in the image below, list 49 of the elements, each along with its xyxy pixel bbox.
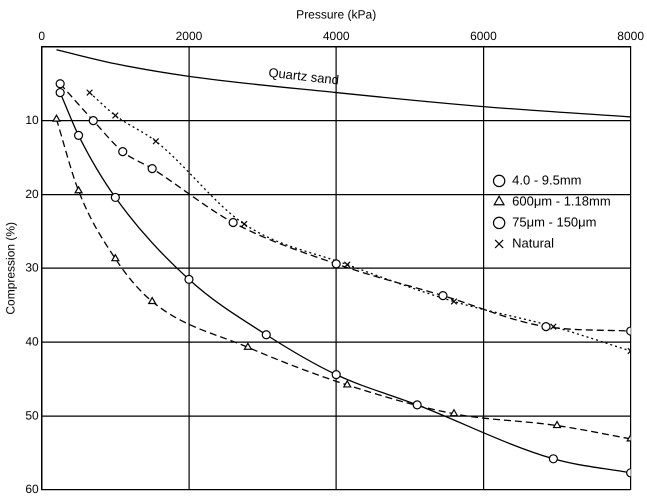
point — [550, 323, 557, 330]
x-tick-label: 4000 — [322, 28, 350, 43]
point — [228, 218, 238, 228]
legend-label: Natural — [512, 235, 554, 250]
point — [74, 186, 83, 194]
y-tick-label: 30 — [25, 260, 40, 275]
y-tick-label: 50 — [25, 408, 40, 422]
x-axis-title: Pressure (kPa) — [296, 8, 376, 22]
point — [86, 89, 94, 96]
y-tick-label: 40 — [25, 334, 40, 348]
point — [240, 220, 248, 228]
point — [332, 259, 341, 268]
point — [244, 342, 252, 350]
y-tick-label: 20 — [25, 186, 40, 201]
x-tick-label: 2000 — [176, 28, 203, 43]
point — [450, 409, 458, 416]
x-tick-label: 8000 — [617, 28, 644, 43]
point — [344, 261, 351, 268]
point — [148, 164, 157, 174]
point — [88, 116, 98, 126]
y-tick-label: 60 — [25, 482, 40, 496]
point — [343, 380, 352, 388]
point — [438, 291, 448, 300]
point — [148, 296, 156, 304]
y-axis-title: Compression (%) — [4, 222, 18, 315]
point — [552, 420, 562, 428]
x-tick-label: 6000 — [470, 28, 498, 43]
point — [450, 298, 458, 305]
point — [184, 274, 194, 284]
point — [541, 322, 551, 332]
y-tick-label: 10 — [25, 112, 40, 127]
point — [74, 130, 84, 140]
point — [118, 147, 128, 156]
point — [152, 138, 160, 145]
point — [52, 114, 61, 122]
point — [56, 88, 65, 98]
legend-label: 600μm - 1.18mm — [512, 193, 611, 208]
point — [111, 254, 120, 262]
point — [548, 454, 558, 464]
point — [262, 330, 271, 340]
point — [412, 400, 422, 410]
x-tick-label: 0 — [38, 28, 46, 43]
legend-label: 75μm - 150μm — [512, 214, 596, 230]
text: Quartz sand — [268, 64, 340, 88]
legend-label: 4.0 - 9.5mm — [512, 172, 582, 188]
point — [56, 79, 65, 88]
point — [332, 370, 341, 380]
point — [112, 112, 119, 119]
point — [110, 192, 120, 202]
